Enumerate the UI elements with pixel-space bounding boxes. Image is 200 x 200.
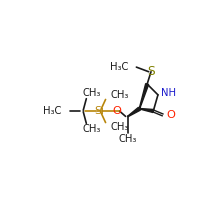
Text: S: S (147, 65, 155, 78)
Text: CH₃: CH₃ (119, 134, 137, 144)
Polygon shape (128, 107, 140, 117)
Text: H₃C: H₃C (110, 62, 129, 72)
Text: O: O (113, 106, 122, 116)
Text: NH: NH (161, 88, 176, 98)
Text: CH₃: CH₃ (83, 124, 101, 134)
Text: H₃C: H₃C (43, 106, 62, 116)
Text: CH₃: CH₃ (110, 122, 129, 132)
Text: CH₃: CH₃ (83, 88, 101, 98)
Text: CH₃: CH₃ (110, 90, 129, 100)
Text: O: O (166, 110, 175, 120)
Text: Si: Si (94, 106, 104, 116)
Polygon shape (139, 84, 149, 109)
Polygon shape (139, 108, 154, 113)
